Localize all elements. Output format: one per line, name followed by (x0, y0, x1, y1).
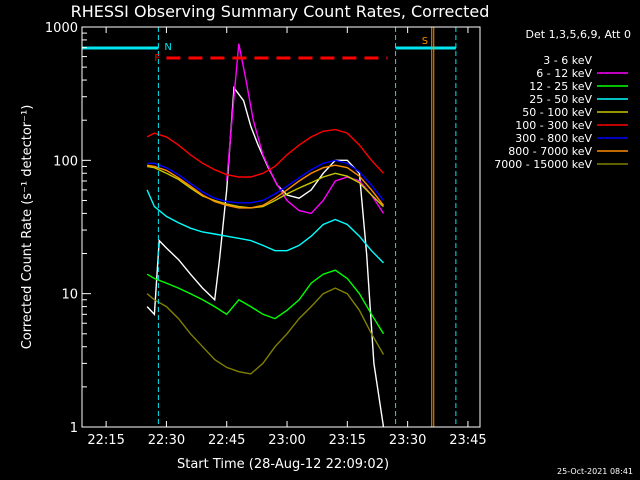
y-axis-label: Corrected Count Rate (s⁻¹ detector⁻¹) (20, 105, 35, 350)
series-line-4 (146, 165, 384, 209)
legend-label-4: 50 - 100 keV (522, 106, 592, 119)
plot-frame (81, 26, 481, 428)
series-line-6 (147, 159, 385, 204)
x-tick-label-3: 23:00 (268, 433, 305, 448)
axes: 22:15 22:30 22:45 23:00 23:15 23:30 23:45 1 10 10… (45, 21, 487, 448)
x-tick-label-2: 22:45 (208, 433, 245, 448)
chart-title: RHESSI Observing Summary Count Rates, Co… (71, 2, 490, 21)
x-tick-label-6: 23:45 (449, 433, 486, 448)
legend-label-0: 3 - 6 keV (543, 54, 592, 67)
x-tick-label-1: 22:30 (148, 433, 185, 448)
series-line-3 (146, 189, 384, 264)
legend-label-5: 100 - 300 keV (515, 119, 592, 132)
legend-label-6: 300 - 800 keV (515, 132, 592, 145)
plot-area: NF S (82, 27, 457, 428)
x-tick-label-0: 22:15 (87, 433, 124, 448)
legend-label-1: 6 - 12 keV (536, 67, 592, 80)
y-tick-label-1: 10 (61, 288, 78, 303)
flare-marker-label: F (154, 53, 160, 64)
legend-label-3: 25 - 50 keV (529, 93, 592, 106)
legend-title: Det 1,3,5,6,9, Att 0 (526, 28, 631, 41)
y-tick-label-2: 100 (53, 154, 78, 169)
series-line-8 (146, 287, 385, 375)
x-axis-label: Start Time (28-Aug-12 22:09:02) (177, 457, 389, 472)
x-tick-label-4: 23:15 (329, 433, 366, 448)
series-line-2 (146, 269, 385, 335)
series-line-7 (146, 164, 385, 209)
legend-label-2: 12 - 25 keV (529, 80, 592, 93)
series-line-5 (146, 128, 385, 178)
legend-label-8: 7000 - 15000 keV (494, 158, 592, 171)
legend-label-7: 800 - 7000 keV (508, 145, 592, 158)
saa-marker-label: S (422, 36, 428, 47)
y-tick-label-0: 1 (70, 421, 78, 436)
night-marker-label: N (164, 42, 171, 53)
y-tick-label-3: 1000 (45, 21, 78, 36)
x-tick-label-5: 23:30 (389, 433, 426, 448)
series-line-0 (146, 85, 385, 428)
footer-timestamp: 25-Oct-2021 08:41 (557, 467, 633, 476)
